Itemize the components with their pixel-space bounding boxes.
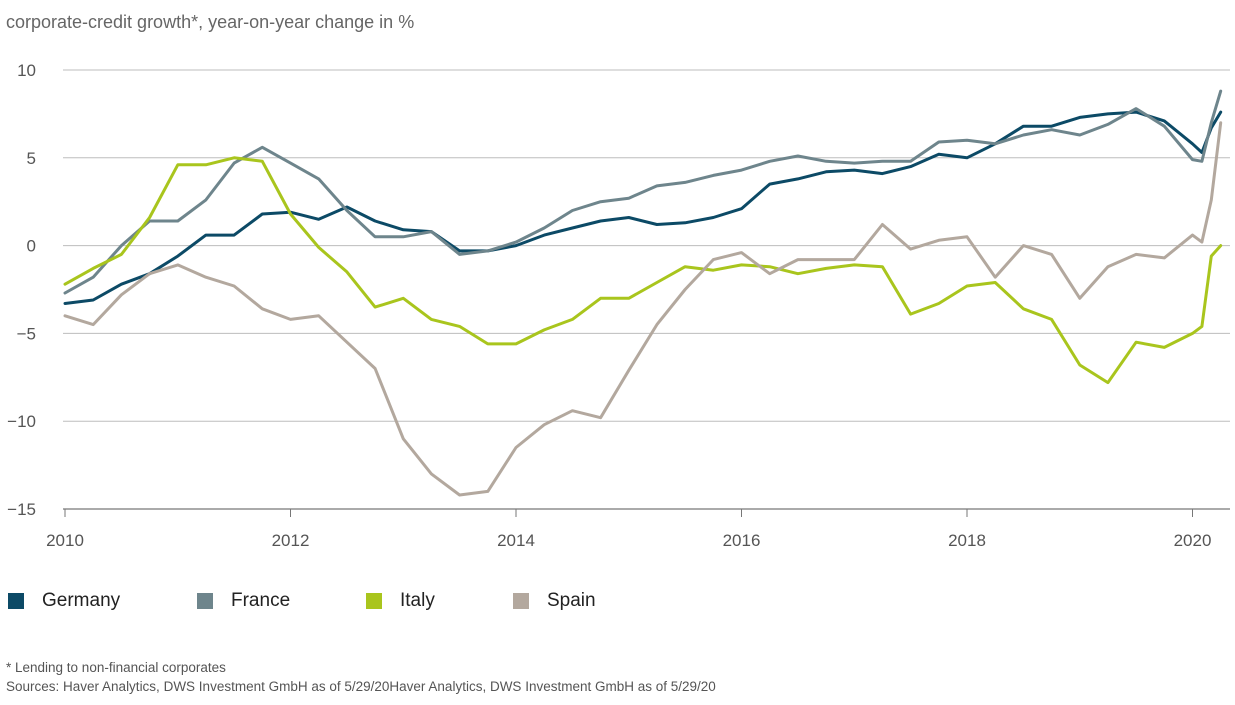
- legend-swatch: [366, 593, 382, 609]
- legend-item-france: France: [197, 590, 290, 612]
- x-tick-label: 2010: [46, 531, 84, 550]
- chart-plot: 10 5 0 −5 −10 −15 2010 2012 2014 2016 2018 2020: [7, 61, 1230, 550]
- x-tick-label: 2020: [1174, 531, 1212, 550]
- y-tick-label: 5: [27, 149, 36, 168]
- y-tick-label: −5: [17, 324, 36, 343]
- legend-swatch: [513, 593, 529, 609]
- axes: 10 5 0 −5 −10 −15 2010 2012 2014 2016 2018 2020: [7, 61, 1211, 550]
- series-lines: [63, 89, 1223, 497]
- series-line-france: [63, 89, 1223, 295]
- x-tick-label: 2018: [948, 531, 986, 550]
- series-line-germany: [63, 110, 1223, 305]
- legend-label: Italy: [400, 590, 435, 611]
- legend-label: Germany: [42, 590, 121, 611]
- y-tick-label: −10: [7, 412, 36, 431]
- sources-note: Sources: Haver Analytics, DWS Investment…: [6, 679, 716, 694]
- footnote: * Lending to non-financial corporates: [6, 660, 226, 675]
- series-line-spain: [63, 121, 1223, 497]
- legend-swatch: [197, 593, 213, 609]
- x-tick-label: 2016: [723, 531, 761, 550]
- x-tick-label: 2014: [497, 531, 535, 550]
- chart-title: corporate-credit growth*, year-on-year c…: [6, 12, 415, 32]
- legend-label: Spain: [547, 590, 596, 611]
- y-tick-label: 0: [27, 237, 36, 256]
- gridlines: [63, 69, 1230, 510]
- legend-item-spain: Spain: [513, 590, 596, 612]
- series-line-italy: [63, 156, 1223, 385]
- y-tick-label: 10: [17, 61, 36, 80]
- legend-item-germany: Germany: [8, 590, 120, 612]
- y-tick-label: −15: [7, 500, 36, 519]
- x-tick-label: 2012: [272, 531, 310, 550]
- legend-label: France: [231, 590, 291, 611]
- legend: Germany France Italy Spain: [8, 590, 808, 614]
- legend-swatch: [8, 593, 24, 609]
- legend-item-italy: Italy: [366, 590, 435, 612]
